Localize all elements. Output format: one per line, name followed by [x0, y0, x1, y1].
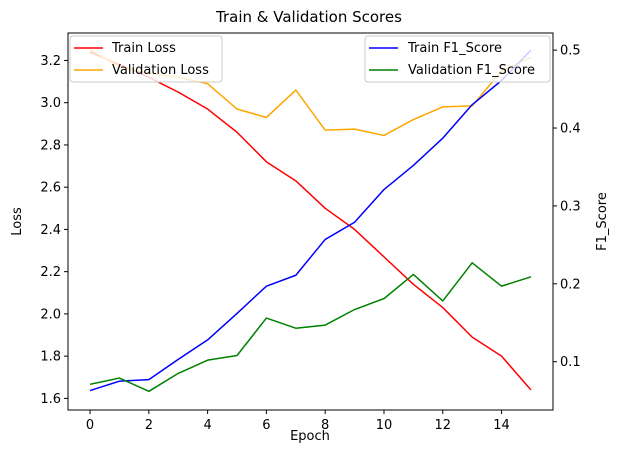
- legend-label-train-f1: Train F1_Score: [407, 41, 502, 56]
- legend-label-validation-f1: Validation F1_Score: [408, 63, 535, 78]
- y-left-tick-label: 2.8: [40, 138, 61, 153]
- series-line-validation-f1-score: [89, 262, 532, 393]
- series-line-train-f1-score: [89, 49, 532, 392]
- legend-left-box: [69, 35, 223, 83]
- y-left-tick-label: 1.6: [40, 392, 61, 407]
- legend-label-validation-loss: Validation Loss: [112, 63, 209, 78]
- y-axis-left-label: Loss: [10, 207, 25, 236]
- y-right-tick-label: 0.3: [560, 199, 581, 214]
- x-axis: 0 2 4 6 8 10 12 14: [86, 410, 510, 433]
- y-right-tick-label: 0.5: [560, 44, 581, 59]
- legend-label-train-loss: Train Loss: [111, 41, 176, 56]
- x-tick-label: 10: [376, 418, 393, 433]
- y-right-tick-label: 0.4: [560, 122, 581, 137]
- y-left-tick-label: 2.6: [40, 181, 61, 196]
- y-left-tick-label: 1.8: [40, 350, 61, 365]
- legend-right: Train F1_Score Validation F1_Score: [364, 35, 551, 83]
- x-tick-label: 4: [203, 418, 211, 433]
- y-axis-right-label: F1_Score: [595, 192, 610, 251]
- x-tick-label: 0: [86, 418, 94, 433]
- y-right-tick-label: 0.2: [560, 277, 581, 292]
- plot-frame: [67, 32, 554, 411]
- y-left-tick-label: 2.4: [40, 223, 61, 238]
- x-tick-label: 12: [434, 418, 451, 433]
- y-left-tick-label: 2.2: [40, 265, 61, 280]
- chart-title: Train & Validation Scores: [215, 8, 402, 26]
- x-tick-label: 14: [493, 418, 510, 433]
- x-tick-label: 6: [262, 418, 270, 433]
- y-left-tick-label: 2.0: [40, 307, 61, 322]
- y-right-tick-label: 0.1: [560, 355, 581, 370]
- y-left-tick-label: 3.0: [40, 96, 61, 111]
- y-left-tick-label: 3.2: [40, 54, 61, 69]
- y-axis-right: 0.1 0.2 0.3 0.4 0.5: [553, 44, 581, 370]
- x-tick-label: 8: [321, 418, 329, 433]
- legend-right-box: [364, 35, 551, 83]
- series-line-train-loss: [89, 51, 532, 391]
- legend-left: Train Loss Validation Loss: [69, 35, 223, 83]
- x-tick-label: 2: [145, 418, 153, 433]
- y-axis-left: 1.6 1.8 2.0 2.2 2.4 2.6 2.8 3.0 3.2: [40, 54, 68, 407]
- x-axis-label: Epoch: [290, 429, 330, 444]
